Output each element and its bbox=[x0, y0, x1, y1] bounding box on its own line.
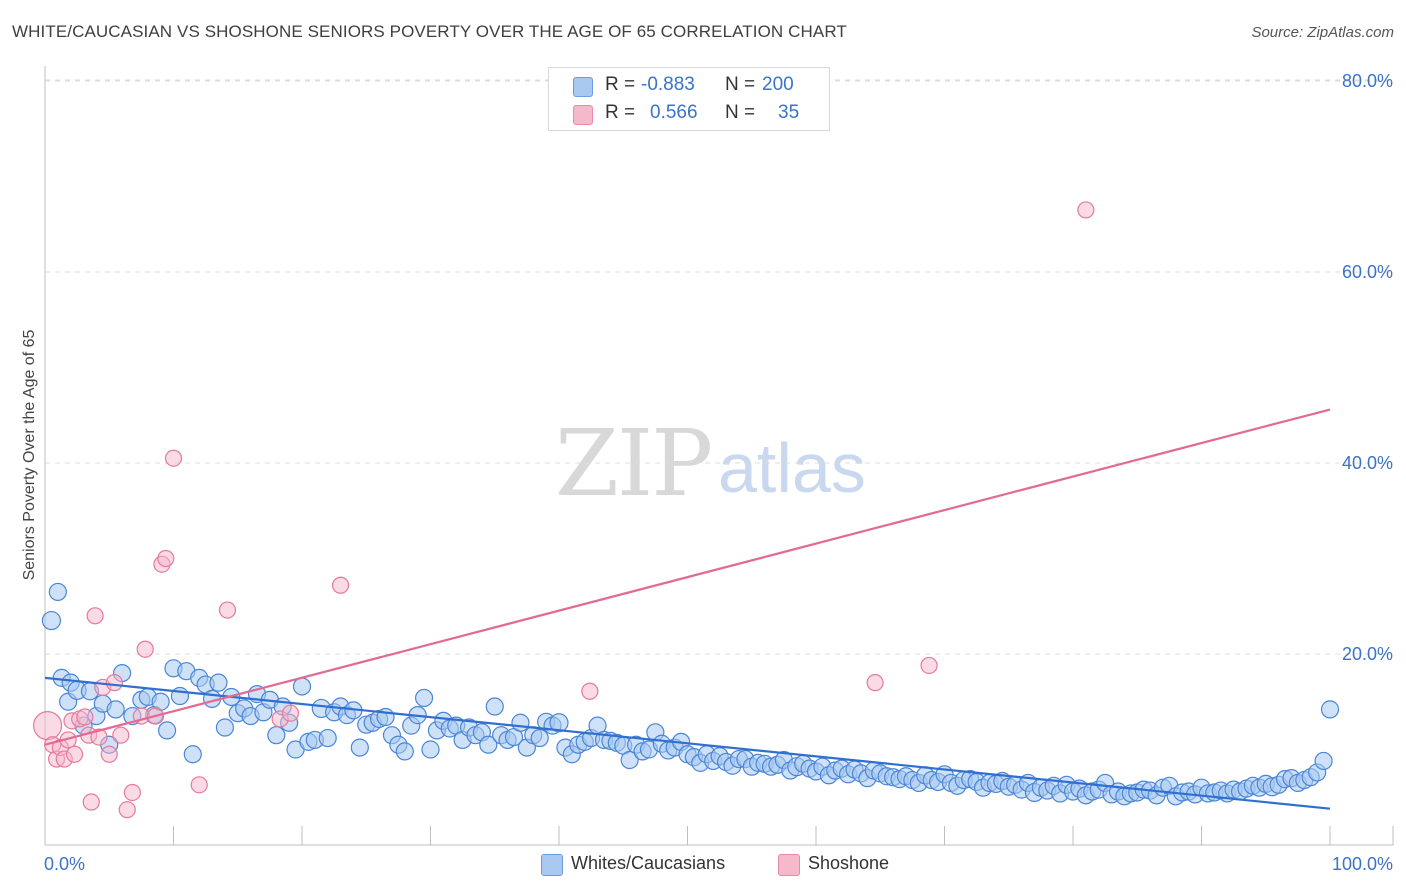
watermark-atlas: atlas bbox=[718, 429, 866, 507]
shoshone-point bbox=[1077, 201, 1095, 219]
white-point bbox=[183, 745, 202, 764]
legend-row-shoshone: R = 0.566 N = 35 bbox=[549, 100, 829, 128]
white-point bbox=[530, 728, 549, 748]
shoshone-point bbox=[112, 726, 130, 744]
white-point bbox=[479, 735, 498, 754]
legend-n-value-shoshone: 35 bbox=[778, 102, 800, 123]
white-point bbox=[511, 713, 530, 732]
white-point bbox=[395, 742, 414, 761]
shoshone-point bbox=[581, 682, 599, 700]
white-point bbox=[485, 697, 504, 716]
white-point bbox=[48, 582, 67, 602]
legend-swatch-whites bbox=[573, 77, 593, 97]
white-point bbox=[414, 688, 434, 708]
legend-swatch-shoshone bbox=[573, 105, 593, 125]
shoshone-point bbox=[281, 704, 300, 722]
legend-n-label: N = bbox=[725, 74, 756, 95]
shoshone-point bbox=[32, 711, 63, 741]
white-point bbox=[157, 721, 177, 740]
white-point bbox=[41, 610, 62, 631]
shoshone-point bbox=[136, 640, 154, 658]
legend-r-value-whites: -0.883 bbox=[641, 74, 695, 95]
white-point bbox=[1314, 751, 1333, 771]
legend-swatch-whites bbox=[541, 854, 563, 876]
shoshone-point bbox=[86, 607, 104, 625]
shoshone-point bbox=[76, 708, 94, 726]
shoshone-point bbox=[82, 793, 100, 811]
shoshone-point bbox=[65, 745, 84, 763]
legend-label-whites: Whites/Caucasians bbox=[571, 853, 726, 873]
y-tick-label: 40.0% bbox=[1342, 453, 1393, 473]
white-point bbox=[421, 740, 440, 759]
shoshone-point bbox=[331, 576, 350, 594]
legend-r-label: R = bbox=[605, 102, 636, 123]
shoshone-point bbox=[90, 728, 108, 746]
legend-swatch-shoshone bbox=[778, 854, 800, 876]
shoshone-point bbox=[123, 783, 141, 802]
correlation-legend: R = -0.883 N = 200 R = 0.566 N = 35 bbox=[548, 67, 830, 131]
shoshone-point bbox=[118, 801, 136, 819]
legend-n-value-whites: 200 bbox=[762, 74, 794, 95]
shoshone-point bbox=[157, 549, 175, 568]
white-point bbox=[1320, 700, 1340, 719]
white-point bbox=[350, 738, 369, 757]
white-point bbox=[215, 718, 234, 737]
source-credit: Source: ZipAtlas.com bbox=[1251, 24, 1394, 41]
shoshone-point bbox=[866, 674, 884, 692]
shoshone-point bbox=[920, 656, 938, 675]
shoshone-point bbox=[100, 745, 118, 763]
x-tick-label: 100.0% bbox=[1332, 854, 1393, 874]
legend-n-label: N = bbox=[725, 102, 756, 123]
chart-title: WHITE/CAUCASIAN VS SHOSHONE SENIORS POVE… bbox=[12, 22, 847, 41]
y-tick-label: 20.0% bbox=[1342, 644, 1393, 664]
white-point bbox=[106, 700, 125, 719]
legend-row-whites: R = -0.883 N = 200 bbox=[549, 72, 829, 100]
white-trend-line bbox=[44, 676, 1331, 810]
legend-r-label: R = bbox=[605, 74, 636, 95]
legend-r-value-shoshone: 0.566 bbox=[650, 102, 698, 123]
x-tick-label: 0.0% bbox=[44, 854, 85, 874]
y-tick-label: 60.0% bbox=[1342, 262, 1393, 282]
legend-label-shoshone: Shoshone bbox=[808, 853, 890, 873]
shoshone-point bbox=[164, 449, 183, 467]
shoshone-point bbox=[190, 776, 208, 794]
white-point bbox=[318, 728, 337, 748]
white-point bbox=[267, 726, 286, 745]
white-point bbox=[292, 677, 312, 696]
white-point bbox=[549, 713, 569, 733]
white-point bbox=[209, 673, 228, 692]
white-point bbox=[620, 750, 639, 770]
shoshone-trend-line bbox=[44, 408, 1331, 746]
shoshone-point bbox=[105, 674, 123, 692]
y-tick-label: 80.0% bbox=[1342, 71, 1393, 91]
shoshone-point bbox=[218, 601, 237, 619]
